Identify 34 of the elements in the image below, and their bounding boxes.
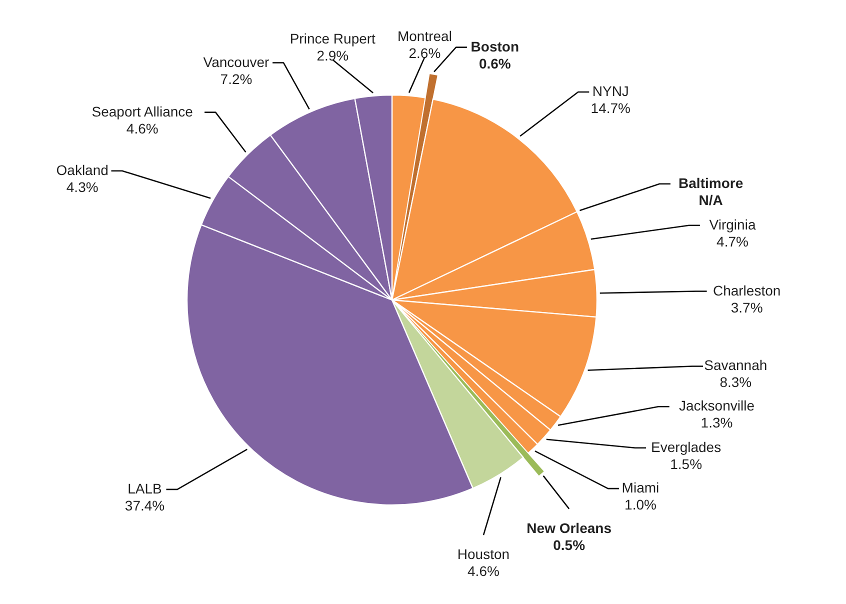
data-label: 0.6%	[478, 55, 512, 72]
slice-label: Seaport Alliance	[92, 103, 194, 120]
data-label: 4.7%	[716, 233, 748, 250]
slice-label: NYNJ	[592, 83, 629, 100]
slice-label: Montreal	[397, 28, 452, 44]
text: N/A	[698, 192, 723, 208]
data-label: 1.0%	[624, 496, 656, 513]
slice-label: Prince Rupert	[290, 30, 376, 47]
data-label: 37.4%	[124, 497, 165, 514]
data-label: 2.6%	[408, 45, 441, 62]
data-label: 8.3%	[720, 374, 752, 390]
data-label: 4.6%	[126, 120, 158, 136]
data-label: 1.3%	[700, 414, 733, 431]
slice-label: Charleston	[712, 282, 781, 298]
slice-label: Houston	[457, 546, 510, 562]
slice-label: Miami	[622, 480, 660, 496]
slice-label: Vancouver	[203, 54, 270, 70]
data-label: 2.9%	[316, 48, 349, 64]
category-label: Baltimore	[678, 174, 744, 191]
data-label: 4.6%	[468, 563, 500, 580]
slice-label: LALB	[128, 480, 162, 496]
data-label: 14.7%	[590, 100, 630, 116]
data-label: 1.5%	[670, 456, 702, 472]
slice-label: Boston	[470, 38, 520, 54]
slice-label: Jacksonville	[679, 398, 755, 414]
data-label: 4.3%	[66, 178, 98, 195]
slice-label: Everglades	[651, 438, 722, 455]
data-label: 3.7%	[730, 299, 763, 316]
slice-label: Savannah	[704, 357, 768, 374]
slice-label: New Orleans	[526, 520, 612, 536]
slice-label: Virginia	[709, 216, 756, 232]
data-label: 0.5%	[553, 536, 586, 553]
slice-label: Oakland	[56, 162, 108, 178]
data-label: 7.2%	[220, 70, 252, 87]
